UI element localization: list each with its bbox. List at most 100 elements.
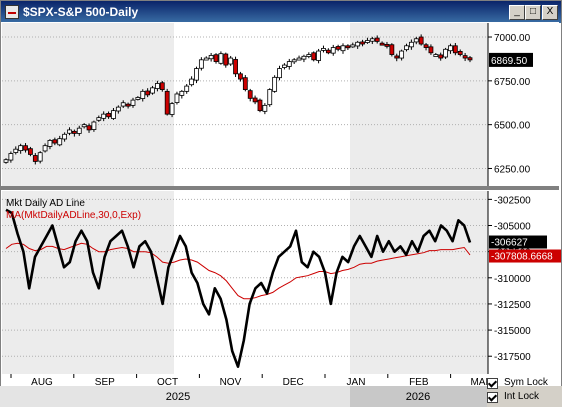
candle-body (340, 45, 346, 52)
candle-body (238, 73, 243, 80)
candle-body (96, 117, 102, 121)
candle-body (81, 124, 87, 128)
chart-area[interactable]: 6250.00 6500.00 6750.00 7000.00 6869.50 -302… (0, 0, 562, 386)
ad-tick-label: -305000 (494, 222, 531, 233)
candle-body (42, 145, 48, 152)
candle-body (252, 97, 258, 103)
candle-body (130, 99, 136, 106)
candle-body (394, 55, 400, 59)
candle-body (335, 46, 341, 50)
candle-body (159, 82, 165, 91)
price-tick-label: 6750.00 (494, 77, 531, 88)
candle-body (369, 38, 375, 42)
candle-body (467, 57, 473, 61)
candle-body (120, 102, 126, 107)
ad-line-panel: -302500-305000-307500-310000-312500-3150… (2, 191, 561, 374)
candle-body (13, 148, 19, 153)
candle-body (71, 130, 77, 134)
candle-body (443, 48, 448, 58)
candle-body (360, 41, 365, 45)
sym-lock-check-icon[interactable] (487, 378, 498, 389)
price-panel: 6250.00 6500.00 6750.00 7000.00 6869.50 (2, 23, 533, 186)
legend-ma-label: MA(MktDailyADLine,30,0,Exp) (6, 210, 141, 221)
candle-body (47, 140, 53, 147)
candle-body (452, 45, 458, 54)
candle-body (203, 57, 209, 61)
candle-body (311, 52, 317, 61)
last-ma-label: -307808.6668 (491, 252, 553, 263)
candle-body (365, 40, 370, 43)
int-lock-checkbox[interactable]: Int Lock (487, 391, 562, 404)
last-price-label: 6869.50 (491, 56, 528, 67)
candle-body (198, 59, 204, 69)
candle-body (164, 90, 170, 115)
ad-tick-label: -315000 (494, 326, 531, 337)
candle-body (135, 97, 141, 100)
candle-body (418, 36, 424, 45)
month-label: JAN (347, 377, 366, 386)
candle-body (115, 106, 121, 112)
shade-2026-ad (350, 191, 488, 374)
candle-body (62, 133, 68, 140)
month-label: SEP (95, 377, 115, 386)
last-ad-label: -306627 (491, 238, 528, 249)
price-tick-label: 6500.00 (494, 121, 531, 132)
candle-body (330, 47, 336, 54)
candle-body (67, 129, 72, 134)
candle-body (111, 110, 116, 119)
month-label: AUG (31, 377, 53, 386)
candle-body (306, 54, 312, 57)
price-tick-label: 6250.00 (494, 164, 531, 175)
month-label: MAR (470, 377, 492, 386)
minimize-button[interactable]: _ (509, 5, 525, 20)
sym-lock-checkbox[interactable]: Sym Lock (487, 377, 562, 390)
candle-body (223, 53, 229, 66)
shade-2025-early (2, 23, 174, 186)
candle-body (208, 55, 214, 60)
candle-body (194, 68, 199, 81)
year-label-2026: 2026 (406, 391, 430, 403)
shade-2026 (350, 23, 488, 186)
candle-body (106, 113, 111, 118)
candle-body (150, 87, 155, 94)
candle-body (448, 45, 453, 52)
candle-body (413, 38, 419, 43)
candle-body (384, 43, 390, 47)
candle-body (399, 50, 405, 59)
time-axis: AUG SEP OCT NOV DEC JAN FEB MAR (1, 374, 493, 386)
close-button[interactable]: X (542, 5, 558, 20)
candle-body (423, 44, 429, 48)
ad-series-line (5, 208, 472, 369)
candle-body (155, 83, 160, 89)
candle-body (286, 61, 292, 67)
candle-body (179, 90, 185, 96)
title-bar[interactable]: $SPX-S&P 500-Daily _ □ X (1, 1, 561, 23)
candle-body (374, 37, 380, 42)
candle-body (462, 55, 468, 59)
month-label: DEC (283, 377, 304, 386)
ad-tick-label: -302500 (494, 195, 531, 206)
candle-body (57, 138, 63, 146)
candle-body (37, 152, 43, 162)
int-lock-check-icon[interactable] (487, 392, 498, 403)
maximize-button[interactable]: □ (525, 5, 541, 20)
candle-body (233, 59, 238, 75)
candle-body (184, 85, 190, 92)
month-label: OCT (157, 377, 178, 386)
last-ma-tag (489, 249, 561, 263)
candle-body (52, 139, 58, 144)
last-ad-tag (489, 235, 547, 249)
candle-body (321, 48, 326, 51)
candle-body (408, 41, 414, 48)
candle-body (145, 90, 151, 96)
candle-body (404, 45, 409, 51)
candle-body (86, 125, 92, 131)
candle-body (291, 59, 297, 63)
candle-body (281, 64, 287, 68)
ad-tick-label: -312500 (494, 300, 531, 311)
month-label: FEB (409, 377, 429, 386)
candle-body (125, 103, 131, 107)
last-price-tag (489, 52, 533, 67)
candle-body (301, 55, 307, 60)
candle-body (350, 44, 356, 48)
